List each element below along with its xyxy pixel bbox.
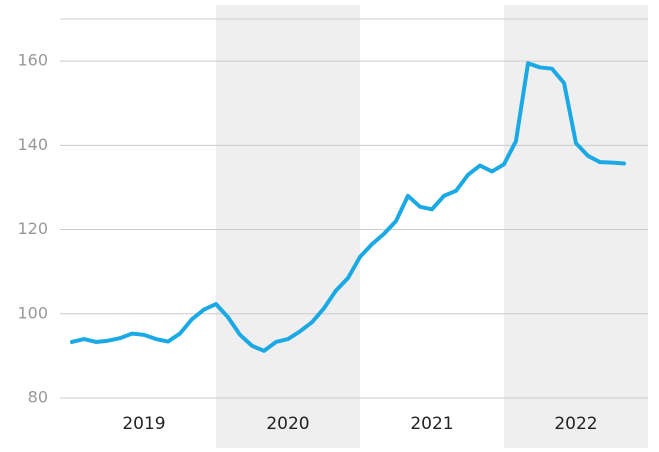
line [69, 61, 626, 353]
x-tick-label: 2021 [410, 414, 453, 434]
year-shade [215, 5, 360, 448]
x-tick-label: 2019 [122, 414, 165, 434]
year-shade [503, 5, 648, 448]
y-tick-label: 160 [17, 51, 48, 70]
y-tick-label: 120 [17, 219, 48, 238]
y-tick-label: 100 [17, 303, 48, 322]
y-tick-label: 140 [17, 135, 48, 154]
y-tick-label: 80 [28, 388, 48, 407]
x-tick-label: 2022 [554, 414, 597, 434]
x-tick-label: 2020 [266, 414, 309, 434]
